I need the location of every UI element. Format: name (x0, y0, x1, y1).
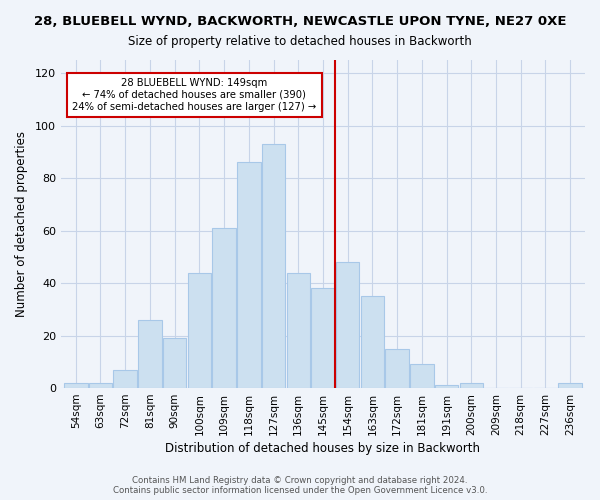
Bar (89, 383, 112, 388)
Bar (435, 386, 458, 388)
Bar (163, 338, 187, 388)
Bar (460, 383, 483, 388)
Text: Size of property relative to detached houses in Backworth: Size of property relative to detached ho… (128, 35, 472, 48)
Bar (212, 228, 236, 388)
Bar (311, 288, 335, 388)
Text: 28 BLUEBELL WYND: 149sqm
← 74% of detached houses are smaller (390)
24% of semi-: 28 BLUEBELL WYND: 149sqm ← 74% of detach… (72, 78, 317, 112)
Bar (188, 272, 211, 388)
X-axis label: Distribution of detached houses by size in Backworth: Distribution of detached houses by size … (166, 442, 481, 455)
Bar (385, 348, 409, 388)
Bar (262, 144, 285, 388)
Text: 28, BLUEBELL WYND, BACKWORTH, NEWCASTLE UPON TYNE, NE27 0XE: 28, BLUEBELL WYND, BACKWORTH, NEWCASTLE … (34, 15, 566, 28)
Y-axis label: Number of detached properties: Number of detached properties (15, 131, 28, 317)
Bar (410, 364, 434, 388)
Bar (64, 383, 88, 388)
Bar (336, 262, 359, 388)
Bar (113, 370, 137, 388)
Bar (287, 272, 310, 388)
Text: Contains HM Land Registry data © Crown copyright and database right 2024.
Contai: Contains HM Land Registry data © Crown c… (113, 476, 487, 495)
Bar (138, 320, 161, 388)
Bar (361, 296, 384, 388)
Bar (237, 162, 260, 388)
Bar (559, 383, 582, 388)
